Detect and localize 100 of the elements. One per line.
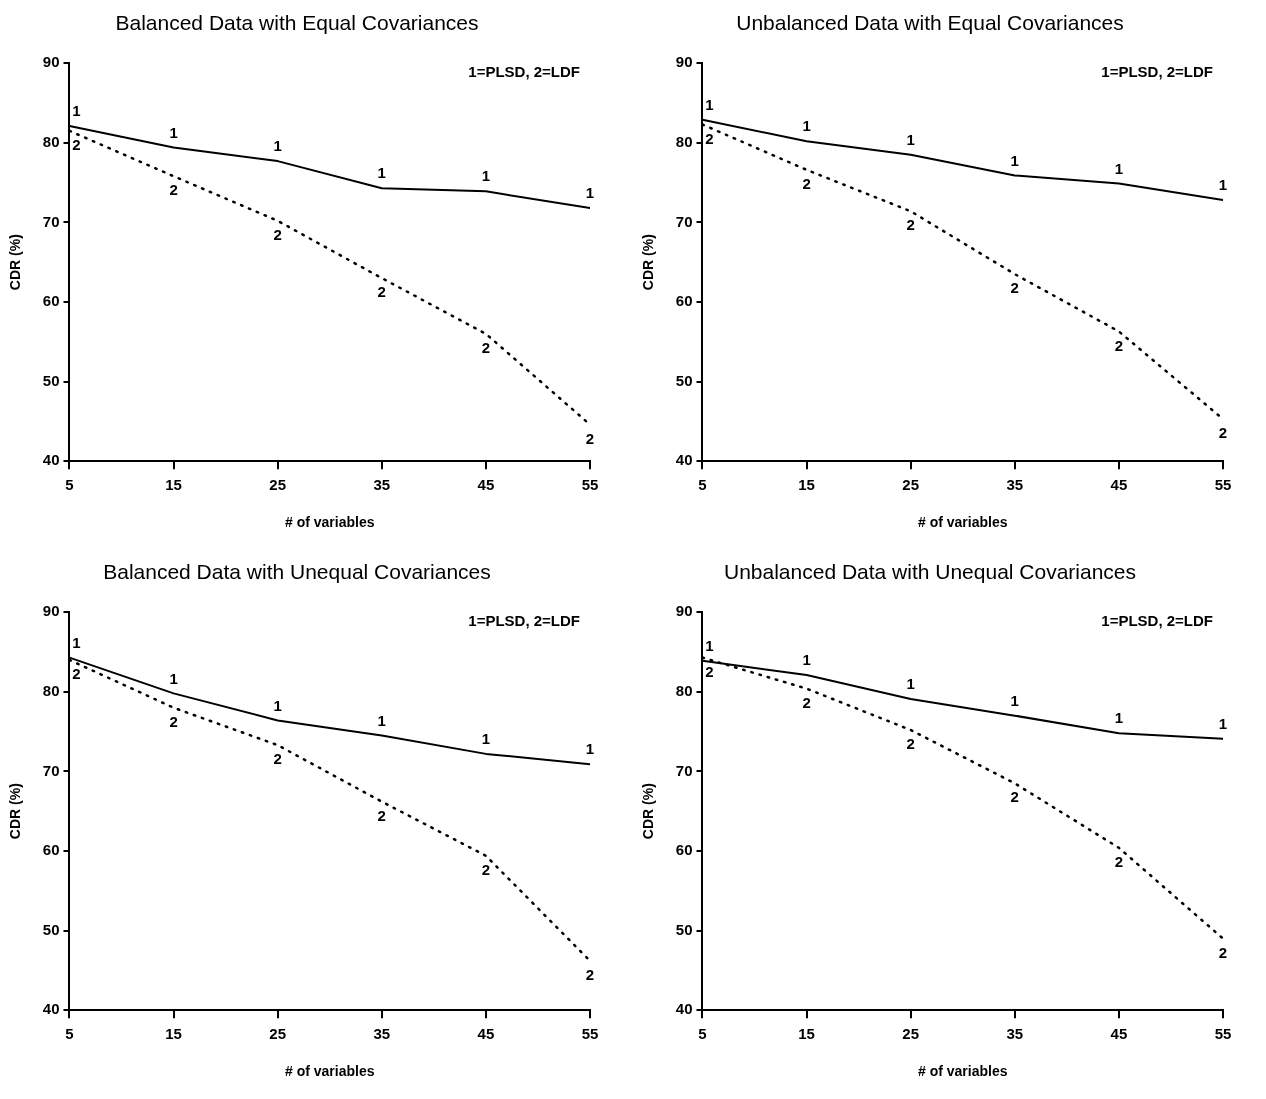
x-tick-label: 15 — [798, 476, 815, 494]
annotation: 1=PLSD, 2=LDF — [1101, 611, 1213, 629]
y-tick-label: 40 — [42, 1000, 60, 1018]
series-label: 2 — [705, 129, 714, 147]
y-tick-label: 80 — [675, 132, 693, 150]
x-tick-label: 25 — [269, 1025, 287, 1043]
text: 2 — [1218, 424, 1228, 442]
annotation: 1=PLSD, 2=LDF — [468, 62, 580, 80]
text: 2 — [273, 750, 282, 768]
x-tick-label: 35 — [373, 476, 391, 494]
y-tick-label: 60 — [675, 841, 693, 859]
text: 2 — [481, 860, 491, 878]
text: 2 — [906, 216, 915, 234]
y-tick-label: 40 — [675, 1000, 693, 1018]
text: 1 — [72, 102, 81, 120]
y-tick-label: 60 — [42, 292, 60, 310]
series-label: 2 — [1114, 852, 1124, 870]
y-tick-label: 50 — [42, 920, 60, 938]
text: 1 — [802, 651, 811, 669]
text: 1 — [481, 167, 491, 185]
x-tick-label: 25 — [902, 476, 920, 494]
annotation: 1=PLSD, 2=LDF — [1101, 62, 1213, 80]
x-tick-label: 5 — [698, 1025, 707, 1043]
x-tick-label: 55 — [1214, 1025, 1232, 1043]
text: 1 — [1010, 151, 1019, 169]
text: 1 — [705, 95, 714, 113]
x-tick-label: 35 — [373, 1025, 391, 1043]
x-tick-label: 35 — [1006, 1025, 1024, 1043]
x-tick-label: 25 — [902, 1025, 920, 1043]
x-axis-title: # of variables — [284, 1063, 375, 1080]
chart-title: Unbalanced Data with Equal Covariances — [736, 11, 1124, 35]
series-label: 1 — [377, 164, 386, 182]
x-tick-label: 55 — [581, 1025, 599, 1043]
text: 1 — [1114, 159, 1124, 177]
text: 2 — [169, 712, 178, 730]
y-tick-label: 60 — [42, 841, 60, 859]
x-tick-label: 15 — [798, 1025, 815, 1043]
y-tick-label: 40 — [42, 451, 60, 469]
text: 2 — [377, 806, 386, 824]
text: 2 — [481, 338, 491, 356]
y-axis-title: CDR (%) — [640, 783, 657, 840]
x-tick-label: 45 — [477, 1025, 495, 1043]
text: 1 — [1218, 176, 1228, 194]
x-tick-label: 45 — [477, 476, 495, 494]
y-tick-label: 80 — [42, 681, 60, 699]
x-tick-label: 45 — [1110, 476, 1128, 494]
text: 1 — [169, 123, 178, 141]
text: 2 — [585, 429, 595, 447]
y-tick-label: 70 — [42, 761, 60, 779]
y-tick-label: 70 — [42, 212, 60, 230]
chart-title: Unbalanced Data with Unequal Covariances — [723, 560, 1137, 584]
text: 1 — [273, 696, 282, 714]
x-tick-label: 55 — [581, 476, 599, 494]
text: 1 — [377, 711, 386, 729]
chart-title: Balanced Data with Equal Covariances — [115, 11, 479, 35]
text: 2 — [1010, 279, 1019, 297]
x-tick-label: 5 — [65, 1025, 74, 1043]
series-label: 1 — [169, 669, 178, 687]
text: 1 — [273, 137, 282, 155]
series-label: 2 — [72, 665, 81, 683]
y-tick-label: 90 — [42, 602, 60, 620]
y-axis-title: CDR (%) — [640, 234, 657, 291]
text: 2 — [1114, 336, 1124, 354]
y-tick-label: 50 — [675, 371, 693, 389]
y-tick-label: 80 — [42, 132, 60, 150]
y-tick-label: 90 — [675, 602, 693, 620]
x-axis-title: # of variables — [917, 1063, 1008, 1080]
text: 1 — [1218, 714, 1228, 732]
y-tick-label: 50 — [42, 371, 60, 389]
y-tick-label: 90 — [675, 53, 693, 71]
y-tick-label: 50 — [675, 920, 693, 938]
x-axis-title: # of variables — [284, 514, 375, 531]
text: 2 — [1218, 943, 1228, 961]
x-tick-label: 15 — [165, 476, 182, 494]
text: 2 — [169, 181, 178, 199]
y-tick-label: 90 — [42, 53, 60, 71]
text: 1 — [1010, 691, 1019, 709]
text: 2 — [585, 965, 595, 983]
y-tick-label: 70 — [675, 212, 693, 230]
x-tick-label: 5 — [65, 476, 74, 494]
annotation: 1=PLSD, 2=LDF — [468, 611, 580, 629]
text: 1 — [72, 633, 81, 651]
text: 2 — [802, 175, 811, 192]
y-tick-label: 40 — [675, 451, 693, 469]
x-axis-title: # of variables — [917, 514, 1008, 531]
x-tick-label: 45 — [1110, 1025, 1128, 1043]
series-label: 1 — [802, 117, 811, 135]
y-tick-label: 60 — [675, 292, 693, 310]
text: 1 — [585, 184, 595, 202]
y-tick-label: 80 — [675, 681, 693, 699]
x-tick-label: 25 — [269, 476, 287, 494]
text: 2 — [705, 662, 714, 680]
text: 1 — [481, 730, 491, 748]
text: 1 — [705, 636, 714, 654]
y-tick-label: 70 — [675, 761, 693, 779]
y-axis-title: CDR (%) — [7, 783, 24, 840]
series-label: 2 — [72, 136, 81, 153]
series-label: 1 — [906, 675, 915, 693]
text: 2 — [273, 225, 282, 243]
x-tick-label: 5 — [698, 476, 707, 494]
